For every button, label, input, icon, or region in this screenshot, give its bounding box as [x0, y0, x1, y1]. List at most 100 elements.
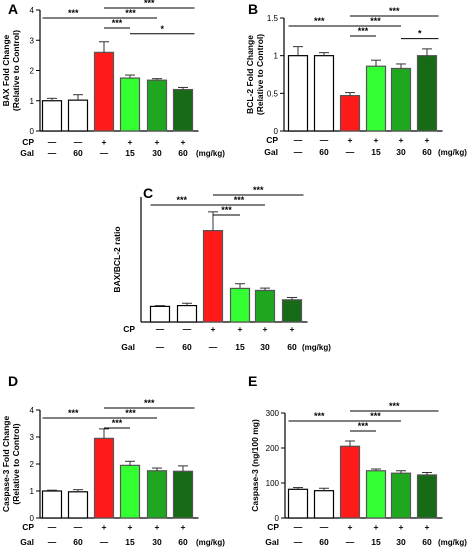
treatment-cell: +	[374, 522, 379, 532]
significance-label: ***	[68, 408, 79, 418]
significance-label: ***	[253, 185, 264, 195]
treatment-cell: +	[211, 324, 216, 334]
treatment-cell: —	[156, 342, 165, 352]
treatment-cell: —	[209, 342, 218, 352]
significance-label: ***	[358, 421, 369, 431]
y-tick-label: 1	[30, 487, 35, 496]
treatment-cell: 60	[422, 147, 432, 157]
y-tick-label: 3	[30, 36, 35, 45]
y-tick-label: 0	[275, 514, 280, 523]
treatment-cell: —	[320, 135, 329, 145]
treatment-cell: —	[183, 324, 192, 334]
treatment-cell: +	[425, 135, 430, 145]
treatment-cell: —	[346, 147, 355, 157]
treatment-cell: +	[102, 137, 107, 147]
y-tick-label: 1	[274, 52, 279, 61]
y-tick-label: 2	[30, 67, 35, 76]
treatment-cell: —	[294, 147, 303, 157]
treatment-cell: +	[399, 522, 404, 532]
treatment-row-label: CP	[22, 137, 34, 147]
bar	[119, 464, 141, 519]
treatment-cell: 60	[422, 537, 432, 547]
treatment-cell: 15	[125, 537, 135, 547]
treatment-cell: —	[48, 148, 57, 158]
bar	[176, 304, 198, 323]
treatment-cell: —	[346, 537, 355, 547]
treatment-cell: +	[348, 135, 353, 145]
y-tick-label: 4	[30, 406, 35, 415]
treatment-row-label: Gal	[264, 147, 278, 157]
treatment-cell: +	[155, 522, 160, 532]
treatment-cell: +	[155, 137, 160, 147]
treatment-cell: 30	[152, 537, 162, 547]
bar	[67, 99, 89, 132]
treatment-cell: —	[294, 537, 303, 547]
significance-label: ***	[176, 195, 187, 205]
y-axis-title: BAX Fold Change	[1, 34, 11, 106]
bar	[365, 470, 387, 519]
y-axis-title: (Relative to Control)	[11, 423, 21, 504]
treatment-cell: 60	[287, 342, 297, 352]
treatment-cell: —	[74, 137, 83, 147]
bar	[41, 490, 63, 519]
treatment-cell: —	[156, 324, 165, 334]
bar	[172, 88, 194, 132]
treatment-cell: —	[48, 537, 57, 547]
bar	[93, 51, 115, 132]
significance-label: *	[160, 24, 164, 34]
treatment-cell: 60	[73, 148, 83, 158]
bar	[281, 299, 303, 323]
treatment-cell: +	[128, 137, 133, 147]
panel-letter: C	[143, 185, 153, 201]
treatment-cell: +	[425, 522, 430, 532]
panel-b: B BCL-2 Fold Change (Relative to Control) 0…	[245, 1, 467, 157]
y-axis-title: (Relative to Control)	[11, 30, 21, 111]
significance-label: ***	[389, 401, 400, 411]
y-tick-label: 1	[30, 97, 35, 106]
treatment-cell: —	[294, 135, 303, 145]
bar	[313, 55, 335, 132]
panel-d: D Caspase-3 Fold Change (Relative to Contr…	[1, 373, 225, 547]
y-tick-label: 200	[266, 444, 280, 453]
treatment-cell: —	[294, 522, 303, 532]
bar	[146, 470, 168, 519]
y-tick-label: 0	[274, 127, 279, 136]
y-tick-label: 0	[30, 127, 35, 136]
bar	[390, 67, 412, 132]
bar	[287, 488, 309, 519]
significance-label: ***	[370, 16, 381, 26]
y-axis-title: (Relative to Control)	[255, 34, 265, 115]
panel-letter: D	[8, 373, 18, 389]
treatment-cell: —	[48, 522, 57, 532]
panel-a: A BAX Fold Change (Relative to Control) 0 1 2…	[1, 0, 225, 158]
treatment-cell: 15	[371, 537, 381, 547]
treatment-row-label: Gal	[265, 537, 279, 547]
bar	[172, 470, 194, 519]
treatment-cell: +	[102, 522, 107, 532]
treatment-cell: —	[100, 148, 109, 158]
significance-label: ***	[370, 411, 381, 421]
units-label: (mg/kg)	[438, 148, 467, 157]
treatment-cell: 30	[396, 147, 406, 157]
treatment-row-label: CP	[266, 135, 278, 145]
treatment-row-label: Gal	[20, 148, 34, 158]
treatment-row-label: CP	[22, 522, 34, 532]
significance-label: ***	[389, 6, 400, 16]
bar	[149, 305, 171, 323]
treatment-row-label: Gal	[20, 537, 34, 547]
significance-label: ***	[112, 18, 123, 28]
treatment-cell: 30	[260, 342, 270, 352]
significance-label: ***	[234, 195, 245, 205]
bar	[339, 94, 361, 132]
bar	[313, 490, 335, 519]
panel-letter: B	[248, 1, 258, 17]
significance-label: ***	[144, 398, 155, 408]
treatment-cell: +	[181, 522, 186, 532]
y-axis-title: BCL-2 Fold Change	[245, 35, 255, 114]
treatment-cell: +	[374, 135, 379, 145]
significance-label: ***	[314, 411, 325, 421]
treatment-cell: —	[100, 537, 109, 547]
bar	[67, 491, 89, 519]
significance-label: ***	[314, 16, 325, 26]
